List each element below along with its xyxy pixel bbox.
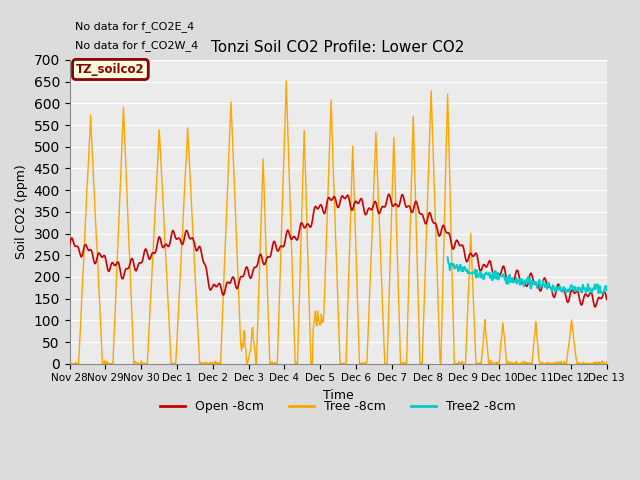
Text: TZ_soilco2: TZ_soilco2: [76, 63, 145, 76]
X-axis label: Time: Time: [323, 389, 353, 402]
Title: Tonzi Soil CO2 Profile: Lower CO2: Tonzi Soil CO2 Profile: Lower CO2: [211, 40, 465, 55]
Text: No data for f_CO2W_4: No data for f_CO2W_4: [75, 40, 198, 51]
Y-axis label: Soil CO2 (ppm): Soil CO2 (ppm): [15, 165, 28, 259]
Text: No data for f_CO2E_4: No data for f_CO2E_4: [75, 22, 195, 33]
Legend: Open -8cm, Tree -8cm, Tree2 -8cm: Open -8cm, Tree -8cm, Tree2 -8cm: [156, 395, 521, 418]
